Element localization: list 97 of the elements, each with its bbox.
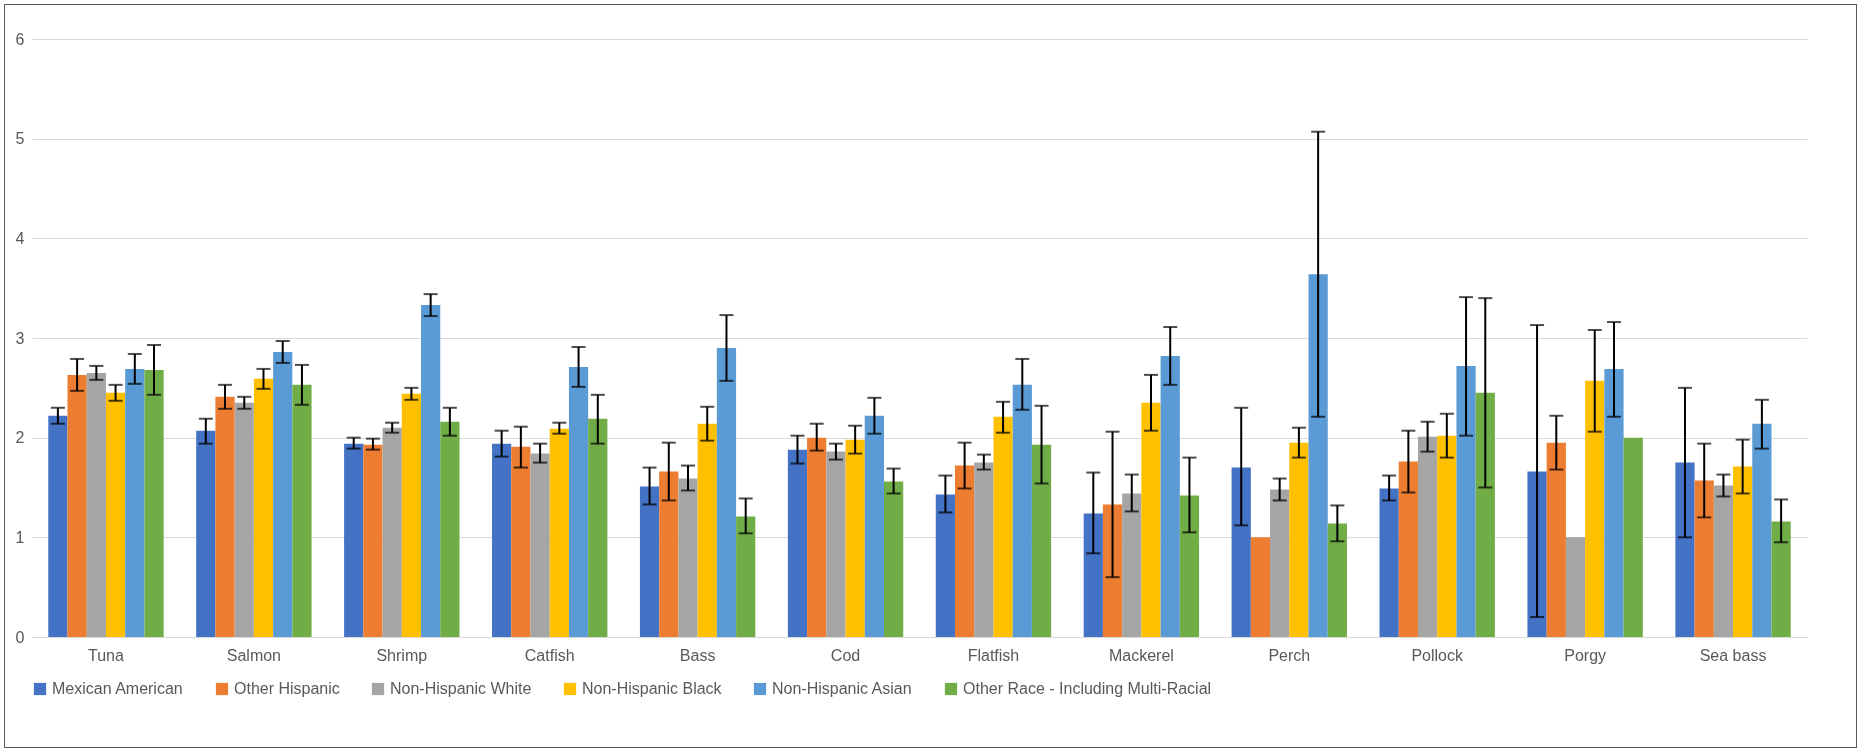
bar (1102, 504, 1123, 637)
bar (530, 453, 550, 637)
y-tick-label: 3 (15, 329, 25, 347)
bar (1733, 466, 1753, 637)
bar (955, 465, 975, 637)
bar (1475, 392, 1495, 637)
bar (48, 415, 68, 637)
legend-label: Other Hispanic (234, 680, 340, 697)
bar (1713, 485, 1734, 637)
bar (826, 451, 846, 637)
bar (807, 437, 827, 637)
bar (1379, 488, 1399, 637)
bar (845, 439, 865, 637)
x-tick-label: Mackerel (1108, 646, 1174, 664)
bar (1083, 513, 1103, 637)
legend-label: Non-Hispanic Asian (772, 680, 912, 697)
bar (1179, 495, 1200, 637)
bar (1546, 442, 1566, 637)
legend-label: Mexican American (52, 680, 183, 697)
x-tick-label: Bass (679, 646, 716, 664)
bar (67, 374, 87, 637)
bar (440, 421, 460, 637)
bar (1417, 436, 1438, 637)
bar (421, 305, 441, 637)
bar (678, 478, 698, 637)
bar (125, 368, 145, 637)
bar (588, 418, 608, 637)
bar (1122, 493, 1142, 637)
bar (549, 428, 569, 637)
bar (253, 378, 274, 637)
bar (1327, 523, 1347, 637)
bar (1771, 521, 1791, 637)
legend-label: Other Race - Including Multi-Racial (963, 680, 1212, 697)
bar (1231, 467, 1251, 637)
x-tick-label: Salmon (226, 646, 281, 664)
x-tick-label: Perch (1268, 646, 1311, 664)
bar (1527, 471, 1547, 637)
bar (1250, 537, 1271, 637)
bar (1398, 461, 1418, 637)
bar (292, 384, 312, 637)
x-tick-label: Cod (830, 646, 861, 664)
bar (1160, 355, 1180, 637)
bar (659, 471, 679, 637)
y-tick-label: 0 (15, 628, 25, 646)
bar (697, 423, 717, 637)
bar (1456, 365, 1476, 637)
bar (234, 402, 254, 637)
y-tick-label: 1 (15, 528, 25, 546)
bar (639, 486, 660, 637)
bar (864, 415, 884, 637)
bar (1141, 402, 1161, 637)
bar (1565, 537, 1586, 637)
bar (1437, 435, 1457, 637)
bar (1752, 423, 1772, 637)
bar (86, 372, 106, 637)
y-tick-label: 6 (15, 30, 25, 48)
bar (511, 446, 531, 637)
bar (344, 443, 364, 637)
bar (884, 481, 904, 637)
x-tick-label: Shrimp (376, 646, 428, 664)
bar (568, 366, 589, 637)
bar (716, 347, 737, 637)
y-tick-label: 2 (15, 429, 25, 447)
bar (1694, 480, 1714, 637)
x-tick-label: Flatfish (967, 646, 1020, 664)
x-tick-label: Tuna (88, 646, 124, 664)
bar (993, 416, 1013, 637)
legend-label: Non-Hispanic Black (582, 680, 723, 697)
bar (401, 393, 422, 637)
bar (736, 516, 756, 637)
bar (1623, 437, 1643, 637)
x-tick-label: Pollock (1411, 646, 1464, 664)
bar (974, 462, 994, 637)
y-tick-label: 5 (15, 130, 25, 148)
bar (935, 494, 955, 637)
x-tick-label: Sea bass (1699, 646, 1767, 664)
bar (1031, 444, 1052, 637)
bar (1675, 462, 1695, 637)
bar (1604, 368, 1624, 637)
bar (196, 430, 216, 637)
bar (215, 396, 235, 637)
bar (492, 443, 512, 637)
bar (1270, 489, 1290, 637)
legend-label: Non-Hispanic White (390, 680, 532, 697)
bar (787, 449, 808, 637)
bar (1585, 380, 1605, 637)
bar (105, 392, 126, 637)
bar (1308, 274, 1328, 637)
bar (273, 351, 293, 637)
x-tick-label: Porgy (1564, 646, 1607, 664)
x-tick-label: Catfish (524, 646, 575, 664)
y-tick-label: 4 (15, 229, 25, 247)
bar (1289, 442, 1309, 637)
bar (144, 369, 164, 637)
bar (1012, 384, 1032, 637)
bar (363, 444, 383, 637)
bar (382, 427, 402, 637)
